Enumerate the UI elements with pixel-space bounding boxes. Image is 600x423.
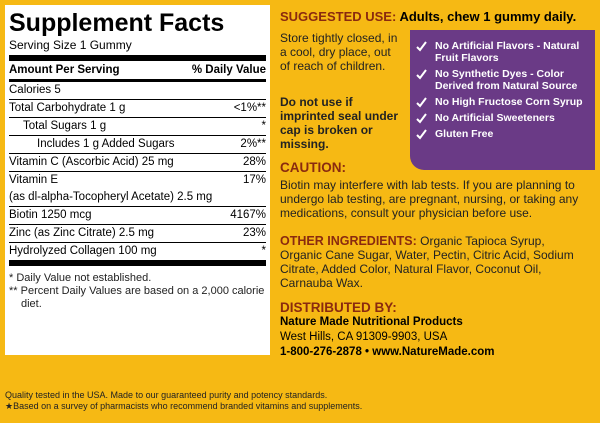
nutrient: Includes 1 g Added Sugars — [9, 136, 174, 153]
nutrient-label: Vitamin E — [9, 174, 59, 186]
nutrient: Vitamin E (as dl-alpha-Tocopheryl Acetate… — [9, 172, 212, 206]
footer-line: Quality tested in the USA. Made to our g… — [5, 390, 328, 400]
facts-row: Total Sugars 1 g * — [9, 118, 266, 136]
facts-header: Amount Per Serving % Daily Value — [9, 61, 266, 82]
distributor-label: DISTRIBUTED BY: — [280, 300, 397, 315]
claims-box: No Artificial Flavors - Natural Fruit Fl… — [410, 30, 595, 170]
claim-text: Gluten Free — [435, 128, 494, 140]
daily-value: 28% — [242, 156, 266, 168]
supplement-facts: Supplement Facts Serving Size 1 Gummy Am… — [5, 5, 270, 355]
nutrient-label: Includes 1 g Added Sugars — [37, 138, 175, 150]
claim-text: No Artificial Flavors - Natural Fruit Fl… — [435, 40, 580, 64]
facts-row: Zinc (as Zinc Citrate) 2.5 mg 23% — [9, 225, 266, 243]
footer: Quality tested in the USA. Made to our g… — [5, 390, 362, 412]
amount-header: Amount Per Serving — [9, 64, 120, 76]
nutrient: Biotin 1250 mcg — [9, 207, 91, 224]
nutrient-sub: (as dl-alpha-Tocopheryl Acetate) 2.5 mg — [9, 191, 213, 203]
facts-row: Biotin 1250 mcg 4167% — [9, 207, 266, 225]
ingredients-label: OTHER INGREDIENTS: — [280, 234, 417, 248]
claim-text: No Artificial Sweeteners — [435, 112, 555, 124]
footnotes: * Daily Value not established. ** Percent… — [9, 272, 266, 311]
other-ingredients: OTHER INGREDIENTS: Organic Tapioca Syrup… — [280, 234, 590, 290]
nutrient-label: Total Carbohydrate 1 g — [9, 102, 126, 114]
daily-value: 2%** — [240, 138, 266, 150]
distributor-lines: Nature Made Nutritional Products West Hil… — [280, 315, 595, 360]
nutrient: Vitamin C (Ascorbic Acid) 25 mg — [9, 154, 174, 171]
claims: No Artificial Flavors - Natural Fruit Fl… — [410, 30, 595, 140]
check-icon — [416, 69, 427, 80]
facts-row: Hydrolyzed Collagen 100 mg * — [9, 243, 266, 266]
nutrient-label: Biotin 1250 mcg — [9, 209, 92, 221]
nutrient-label: Zinc (as Zinc Citrate) 2.5 mg — [9, 227, 155, 239]
check-icon — [416, 41, 427, 52]
footnote: ** Percent Daily Values are based on a 2… — [9, 285, 265, 310]
nutrient: Calories 5 — [9, 82, 61, 99]
suggested-use: SUGGESTED USE: Adults, chew 1 gummy dail… — [280, 9, 576, 24]
daily-value: * — [261, 245, 266, 257]
claim-text: No High Fructose Corn Syrup — [435, 96, 583, 108]
distributor-line: 1-800-276-2878 • www.NatureMade.com — [280, 346, 495, 358]
claim: No Artificial Flavors - Natural Fruit Fl… — [416, 40, 591, 64]
nutrient: Total Carbohydrate 1 g — [9, 100, 125, 117]
facts-row: Total Carbohydrate 1 g <1%** — [9, 100, 266, 118]
claim: No High Fructose Corn Syrup — [416, 96, 591, 108]
check-icon — [416, 113, 427, 124]
serving-size: Serving Size 1 Gummy — [9, 37, 266, 61]
facts-row: Includes 1 g Added Sugars 2%** — [9, 136, 266, 154]
daily-value: * — [261, 120, 266, 132]
facts-title: Supplement Facts — [9, 9, 225, 37]
storage: Store tightly closed, in a cool, dry pla… — [280, 31, 398, 73]
daily-value: 23% — [242, 227, 266, 239]
facts-row: Vitamin C (Ascorbic Acid) 25 mg 28% — [9, 154, 266, 172]
facts-row: Vitamin E (as dl-alpha-Tocopheryl Acetate… — [9, 172, 266, 207]
distributor-line: Nature Made Nutritional Products — [280, 316, 463, 328]
distributor: DISTRIBUTED BY: Nature Made Nutritional … — [280, 300, 595, 360]
distributor-line: West Hills, CA 91309-9903, USA — [280, 331, 448, 343]
daily-value: 17% — [242, 174, 266, 186]
caution: CAUTION: Biotin may interfere with lab t… — [280, 160, 595, 220]
nutrient-label: Hydrolyzed Collagen 100 mg — [9, 245, 157, 257]
dv-header: % Daily Value — [191, 64, 266, 76]
claim-text: No Synthetic Dyes - Color Derived from N… — [435, 68, 578, 92]
claim: Gluten Free — [416, 128, 591, 140]
caution-text: Biotin may interfere with lab tests. If … — [280, 178, 579, 220]
nutrient: Total Sugars 1 g — [9, 118, 106, 135]
ingredients-text: Organic Tapioca Syrup, Organic Cane Suga… — [280, 234, 574, 290]
suggested-use-label: SUGGESTED USE: — [280, 9, 397, 24]
facts-rows: Calories 5 Total Carbohydrate 1 g <1%** Tot… — [9, 82, 266, 266]
claim: No Synthetic Dyes - Color Derived from N… — [416, 68, 591, 92]
daily-value: 4167% — [230, 209, 266, 221]
nutrient: Hydrolyzed Collagen 100 mg — [9, 243, 157, 260]
suggested-use-text: Adults, chew 1 gummy daily. — [399, 9, 577, 24]
check-icon — [416, 129, 427, 140]
check-icon — [416, 97, 427, 108]
nutrient-label: Total Sugars 1 g — [23, 120, 107, 132]
seal-warning: Do not use if imprinted seal under cap i… — [280, 95, 399, 151]
facts-row: Calories 5 — [9, 82, 266, 100]
claim: No Artificial Sweeteners — [416, 112, 591, 124]
caution-label: CAUTION: — [280, 160, 346, 175]
footer-line: ★Based on a survey of pharmacists who re… — [5, 401, 363, 411]
nutrient: Zinc (as Zinc Citrate) 2.5 mg — [9, 225, 154, 242]
daily-value: <1%** — [233, 102, 266, 114]
nutrient-label: Calories 5 — [9, 84, 61, 96]
nutrient-label: Vitamin C (Ascorbic Acid) 25 mg — [9, 156, 174, 168]
footnote: * Daily Value not established. — [9, 272, 152, 284]
